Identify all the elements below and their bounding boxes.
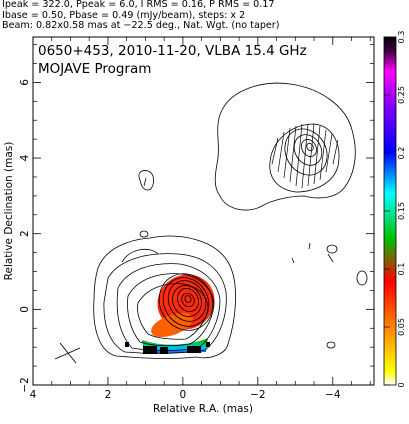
y-tick-label: 0 xyxy=(19,306,31,313)
beam-indicator xyxy=(54,342,81,364)
x-tick-label: −2 xyxy=(250,389,265,401)
y-tick-label: 4 xyxy=(19,154,31,161)
y-tick-label: 6 xyxy=(19,79,31,86)
jet-contours xyxy=(214,82,356,211)
header-line-1: Ipeak = 322.0, Ppeak = 6.0, I RMS = 0.16… xyxy=(2,0,275,10)
colorbar-tick-label: 0.2 xyxy=(397,147,406,160)
colorbar-tick-label: 0 xyxy=(397,382,406,387)
colorbar-tick-label: 0.05 xyxy=(397,318,406,336)
isolated-contours xyxy=(138,170,368,349)
x-tick-label: −4 xyxy=(325,389,341,401)
polarization-ticks xyxy=(271,123,339,189)
x-tick-label: 0 xyxy=(180,389,187,401)
x-tick-label: 2 xyxy=(105,389,112,401)
y-tick-label: −2 xyxy=(19,377,31,392)
x-axis-label: Relative R.A. (mas) xyxy=(153,403,253,415)
colorbar-tick-label: 0.1 xyxy=(397,263,406,276)
axis-ticks xyxy=(32,37,374,386)
colorbar-tick-label: 0.25 xyxy=(397,86,406,104)
header-line-3: Beam: 0.82x0.58 mas at −22.5 deg., Nat. … xyxy=(2,20,280,31)
colorbar-tick-label: 0.15 xyxy=(397,202,406,220)
chart-subtitle: MOJAVE Program xyxy=(38,61,151,77)
y-tick-label: 2 xyxy=(19,230,31,237)
header-block: Ipeak = 322.0, Ppeak = 6.0, I RMS = 0.16… xyxy=(2,0,407,32)
y-axis-label: Relative Declination (mas) xyxy=(3,142,15,281)
header-line-2: Ibase = 0.50, Pbase = 0.49 (mJy/beam), s… xyxy=(2,9,246,21)
x-tick-label: 4 xyxy=(30,389,37,401)
core-contours xyxy=(93,235,236,359)
chart-title: 0650+453, 2010-11-20, VLBA 15.4 GHz xyxy=(38,43,307,59)
plot-frame xyxy=(32,36,375,386)
colorbar-ticks: 0 0.05 0.1 0.15 0.2 0.25 0.3 xyxy=(384,31,406,388)
colorbar-tick-label: 0.3 xyxy=(397,31,406,44)
axis-tick-labels: 4 2 0 −2 −4 −2 0 2 4 6 xyxy=(19,79,341,401)
